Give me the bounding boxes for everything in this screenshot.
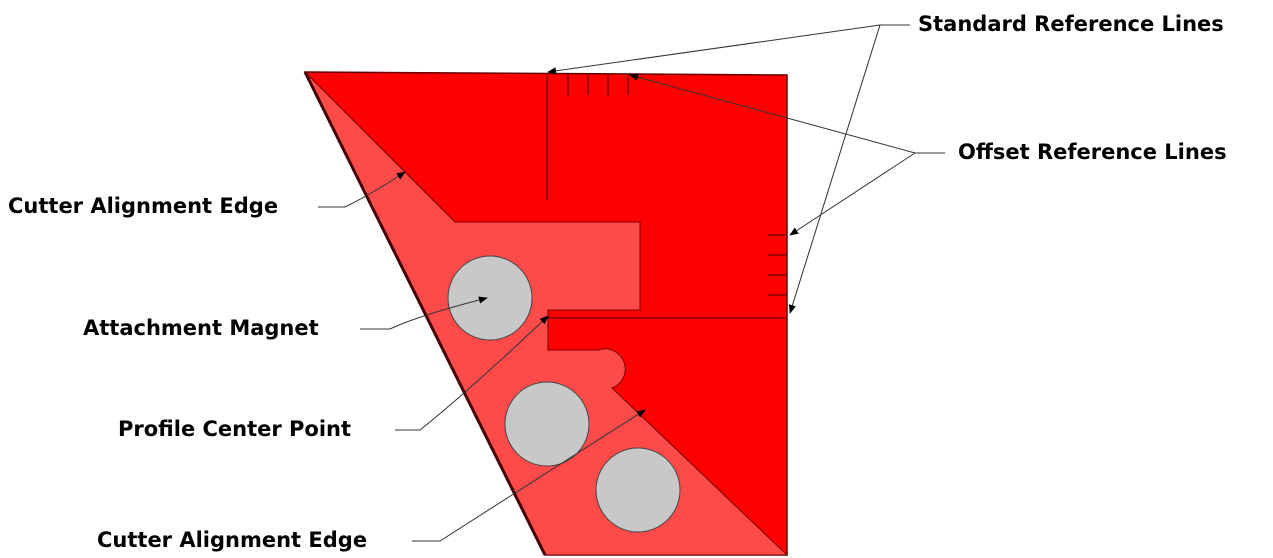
callout: Profile Center Point (118, 417, 351, 441)
inner-shape (304, 71, 789, 556)
tool-body (303, 71, 789, 556)
callout: Attachment Magnet (83, 316, 319, 340)
offset-ticks (567, 75, 787, 296)
magnet (595, 447, 681, 533)
magnet (504, 381, 590, 467)
leaders (318, 24, 945, 542)
callout: Cutter Alignment Edge (97, 528, 367, 552)
magnet (447, 255, 533, 341)
callout: Offset Reference Lines (958, 140, 1227, 164)
callout: Standard Reference Lines (918, 12, 1224, 36)
edge (303, 71, 547, 556)
callout: Cutter Alignment Edge (8, 194, 278, 218)
